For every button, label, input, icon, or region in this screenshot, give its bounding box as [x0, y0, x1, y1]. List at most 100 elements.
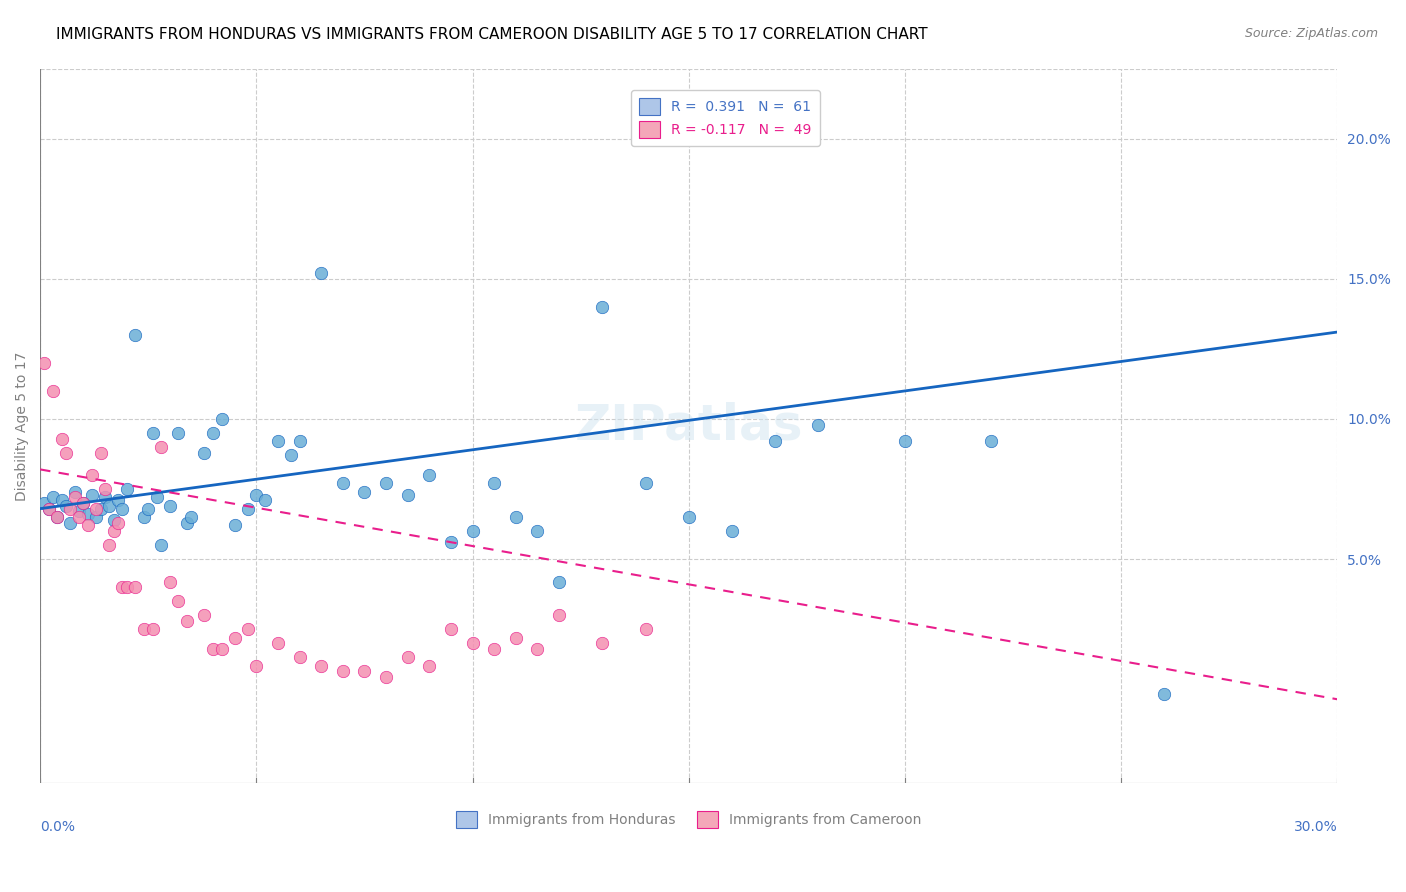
Point [211, 641, 233, 656]
Point [634, 622, 657, 636]
Point [332, 476, 354, 491]
Point [103, 524, 125, 538]
Point [90, 445, 112, 459]
Point [51, 432, 73, 446]
Point [253, 493, 276, 508]
Point [591, 300, 613, 314]
Point [115, 482, 138, 496]
Point [526, 641, 548, 656]
Point [111, 580, 134, 594]
Point [90, 501, 112, 516]
Point [38, 501, 60, 516]
Point [678, 510, 700, 524]
Point [98, 499, 121, 513]
Point [146, 491, 169, 505]
Point [46, 510, 69, 524]
Point [396, 488, 419, 502]
Text: ZIPatlas: ZIPatlas [575, 402, 803, 450]
Point [280, 449, 302, 463]
Point [236, 622, 259, 636]
Point [63, 484, 86, 499]
Point [42, 384, 65, 398]
Point [180, 510, 202, 524]
Point [111, 501, 134, 516]
Text: 0.0%: 0.0% [41, 820, 75, 834]
Point [86, 501, 108, 516]
Point [51, 493, 73, 508]
Point [86, 510, 108, 524]
Point [634, 476, 657, 491]
Point [224, 631, 246, 645]
Point [353, 665, 375, 679]
Point [245, 658, 267, 673]
Point [236, 501, 259, 516]
Point [202, 425, 225, 440]
Point [76, 518, 98, 533]
Point [159, 499, 181, 513]
Point [67, 510, 90, 524]
Point [894, 434, 917, 449]
Point [505, 631, 527, 645]
Point [141, 425, 163, 440]
Point [103, 513, 125, 527]
Point [375, 670, 398, 684]
Text: Source: ZipAtlas.com: Source: ZipAtlas.com [1244, 27, 1378, 40]
Point [461, 524, 484, 538]
Point [67, 504, 90, 518]
Point [42, 491, 65, 505]
Point [176, 516, 198, 530]
Point [1153, 687, 1175, 701]
Point [353, 484, 375, 499]
Point [267, 636, 290, 650]
Point [288, 650, 311, 665]
Point [548, 608, 571, 623]
Point [526, 524, 548, 538]
Point [807, 417, 830, 432]
Point [55, 445, 77, 459]
Point [150, 440, 173, 454]
Point [482, 476, 505, 491]
Point [55, 499, 77, 513]
Point [167, 594, 190, 608]
Point [98, 538, 121, 552]
Point [124, 580, 146, 594]
Point [80, 468, 103, 483]
Point [418, 468, 440, 483]
Point [59, 516, 82, 530]
Point [396, 650, 419, 665]
Y-axis label: Disability Age 5 to 17: Disability Age 5 to 17 [15, 351, 30, 500]
Point [76, 508, 98, 522]
Point [124, 327, 146, 342]
Point [59, 501, 82, 516]
Point [94, 482, 117, 496]
Point [132, 510, 155, 524]
Point [288, 434, 311, 449]
Point [159, 574, 181, 589]
Point [150, 538, 173, 552]
Point [34, 496, 56, 510]
Point [375, 476, 398, 491]
Point [34, 356, 56, 370]
Point [107, 516, 129, 530]
Point [418, 658, 440, 673]
Point [94, 491, 117, 505]
Point [193, 445, 215, 459]
Point [46, 510, 69, 524]
Point [167, 425, 190, 440]
Point [224, 518, 246, 533]
Point [107, 493, 129, 508]
Point [548, 574, 571, 589]
Point [461, 636, 484, 650]
Point [309, 658, 332, 673]
Legend: Immigrants from Honduras, Immigrants from Cameroon: Immigrants from Honduras, Immigrants fro… [451, 805, 927, 834]
Point [267, 434, 290, 449]
Text: IMMIGRANTS FROM HONDURAS VS IMMIGRANTS FROM CAMEROON DISABILITY AGE 5 TO 17 CORR: IMMIGRANTS FROM HONDURAS VS IMMIGRANTS F… [56, 27, 928, 42]
Point [202, 641, 225, 656]
Point [211, 412, 233, 426]
Point [980, 434, 1002, 449]
Point [763, 434, 786, 449]
Point [309, 266, 332, 280]
Point [721, 524, 744, 538]
Point [193, 608, 215, 623]
Point [332, 665, 354, 679]
